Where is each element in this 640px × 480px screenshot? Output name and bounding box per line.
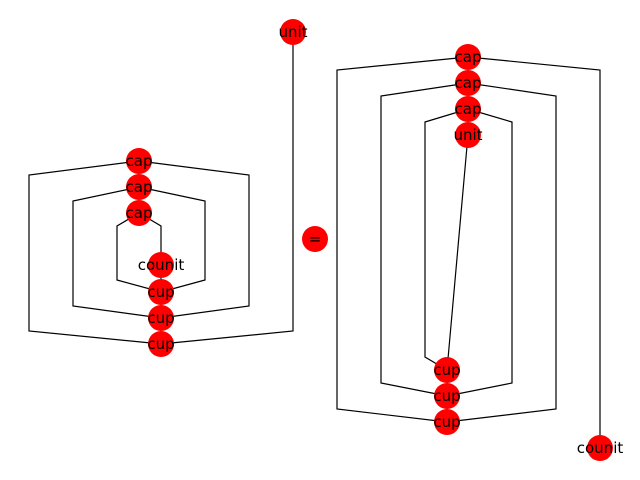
wire-left-top-cap-outer <box>28 160 162 345</box>
wire-right-outer-left <box>336 56 469 423</box>
node-right-unit-dot <box>455 122 481 148</box>
node-left-counit-label: counit <box>138 256 185 274</box>
wire-right-unit-cup <box>446 134 469 371</box>
node-left-cap-2-label: cap <box>126 178 153 196</box>
node-left-cup-2-dot <box>148 305 174 331</box>
node-left-cap-3-dot <box>126 200 152 226</box>
node-left-cap-1-label: cap <box>126 152 153 170</box>
node-left-cup-1-label: cup <box>147 283 174 301</box>
node-right-cap-1-dot <box>455 44 481 70</box>
node-right-cup-3-dot <box>434 409 460 435</box>
node-right-cap-1-label: cap <box>455 48 482 66</box>
node-right-counit-label: counit <box>577 439 624 457</box>
node-right-cup-3-label: cup <box>433 413 460 431</box>
node-right-cup-1-dot <box>434 357 460 383</box>
node-left-cup-3-label: cup <box>147 335 174 353</box>
equals-sign: = <box>309 230 322 248</box>
node-left-cap-1-dot <box>126 148 152 174</box>
node-right-unit-label: unit <box>453 126 482 144</box>
node-right-counit-dot <box>587 435 613 461</box>
node-right-cup-2-dot <box>434 383 460 409</box>
node-right-cup-1-label: cup <box>433 361 460 379</box>
node-left-cup-3-dot <box>148 331 174 357</box>
node-left-cup-1-dot <box>148 279 174 305</box>
node-left-unit-label: unit <box>278 23 307 41</box>
node-right-cap-2-label: cap <box>455 74 482 92</box>
node-right-cap-3-dot <box>455 96 481 122</box>
node-left-unit-dot <box>280 19 306 45</box>
node-right-cap-3-label: cap <box>455 100 482 118</box>
wire-left-unit <box>160 32 294 345</box>
node-left-cup-2-label: cup <box>147 309 174 327</box>
nodes: unit cap cap cap counit cup cup cup = ca… <box>126 19 624 461</box>
wire-right-outer-right <box>467 56 601 448</box>
wire-right-inner-right <box>446 108 513 397</box>
node-left-counit-dot <box>148 252 174 278</box>
node-left-cap-3-label: cap <box>126 204 153 222</box>
wire-right-inner-left <box>424 108 469 371</box>
node-right-cup-2-label: cup <box>433 387 460 405</box>
node-right-cap-2-dot <box>455 70 481 96</box>
wire-right-middle-left <box>380 82 469 397</box>
wire-right-middle-loop <box>446 82 557 423</box>
equals-dot <box>302 226 328 252</box>
node-left-cap-2-dot <box>126 174 152 200</box>
wires <box>28 32 601 448</box>
